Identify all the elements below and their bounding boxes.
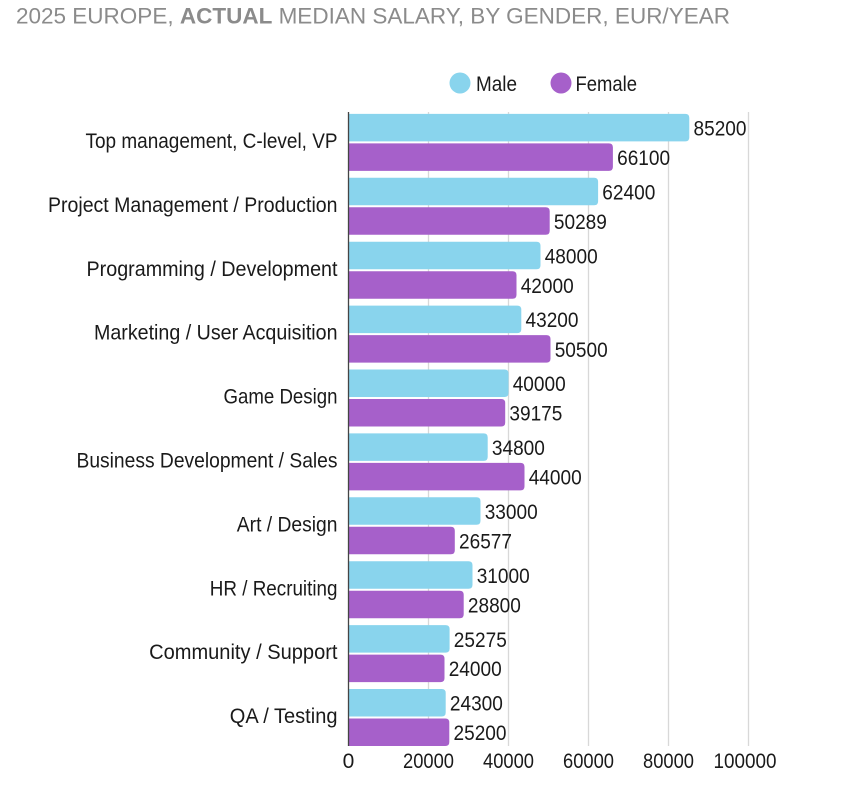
svg-text:44000: 44000: [529, 467, 582, 490]
svg-text:Female: Female: [576, 73, 638, 96]
svg-text:40000: 40000: [483, 750, 534, 773]
svg-text:60000: 60000: [563, 750, 614, 773]
svg-text:100000: 100000: [714, 750, 777, 773]
svg-text:Project Management / Productio: Project Management / Production: [48, 194, 338, 217]
svg-text:0: 0: [343, 750, 355, 773]
svg-text:42000: 42000: [521, 275, 574, 298]
svg-text:31000: 31000: [477, 565, 530, 588]
svg-text:Top management, C-level, VP: Top management, C-level, VP: [86, 130, 338, 153]
svg-text:2025 EUROPE, ACTUAL MEDIAN SAL: 2025 EUROPE, ACTUAL MEDIAN SALARY, BY GE…: [16, 4, 730, 29]
svg-text:Marketing / User Acquisition: Marketing / User Acquisition: [94, 322, 338, 345]
svg-text:34800: 34800: [492, 437, 545, 460]
svg-text:HR / Recruiting: HR / Recruiting: [210, 577, 338, 600]
svg-text:Game Design: Game Design: [224, 386, 338, 409]
svg-text:24300: 24300: [450, 693, 503, 716]
svg-text:50289: 50289: [554, 211, 607, 234]
svg-text:39175: 39175: [509, 403, 562, 426]
svg-text:50500: 50500: [555, 339, 608, 362]
svg-text:43200: 43200: [526, 309, 579, 332]
svg-text:QA / Testing: QA / Testing: [230, 705, 338, 728]
svg-text:66100: 66100: [617, 147, 670, 170]
svg-text:Community / Support: Community / Support: [149, 641, 338, 664]
svg-text:25275: 25275: [454, 629, 507, 652]
svg-text:Business Development / Sales: Business Development / Sales: [77, 450, 338, 473]
svg-text:Male: Male: [476, 73, 517, 96]
svg-text:28800: 28800: [468, 594, 521, 617]
svg-text:Programming / Development: Programming / Development: [87, 258, 338, 281]
svg-text:62400: 62400: [602, 182, 655, 205]
svg-text:25200: 25200: [454, 722, 507, 745]
svg-text:48000: 48000: [545, 245, 598, 268]
svg-text:Art / Design: Art / Design: [237, 513, 338, 536]
svg-text:33000: 33000: [485, 501, 538, 524]
svg-text:40000: 40000: [513, 373, 566, 396]
svg-text:26577: 26577: [459, 530, 512, 553]
svg-text:24000: 24000: [449, 658, 502, 681]
svg-text:85200: 85200: [694, 118, 747, 141]
svg-text:80000: 80000: [643, 750, 694, 773]
svg-text:20000: 20000: [403, 750, 454, 773]
